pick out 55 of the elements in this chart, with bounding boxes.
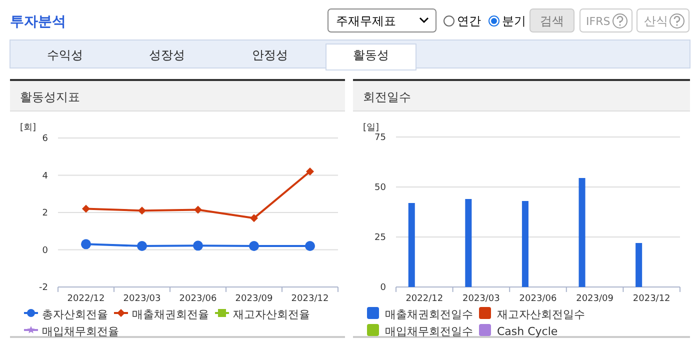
x-tick-label: 2023/03 bbox=[462, 294, 500, 304]
y-axis-title: [회] bbox=[20, 123, 36, 133]
chart-title: 활동성지표 bbox=[20, 90, 80, 104]
bar bbox=[636, 243, 642, 287]
y-tick-label: 0 bbox=[42, 246, 48, 256]
point bbox=[82, 204, 90, 213]
x-tick-label: 2023/12 bbox=[291, 294, 329, 304]
x-tick-label: 2023/03 bbox=[123, 294, 161, 304]
legend-item: 총자산회전율 bbox=[24, 308, 108, 321]
y-tick-label: 75 bbox=[374, 133, 386, 143]
point bbox=[193, 240, 203, 251]
bar bbox=[522, 201, 528, 287]
point bbox=[249, 241, 259, 252]
y-tick-label: 25 bbox=[374, 233, 386, 243]
x-tick-label: 2022/12 bbox=[406, 294, 444, 304]
legend-item: 재고자산회전일수 bbox=[479, 307, 585, 321]
point bbox=[194, 206, 202, 214]
legend-label: 매입채무회전율 bbox=[42, 325, 119, 338]
legend-label: Cash Cycle bbox=[497, 325, 558, 338]
point bbox=[305, 241, 315, 252]
point bbox=[306, 168, 314, 176]
page-header: 투자분석 주재무제표 연간 분기 검색 IFRS 산식 수익성 성장성 안정성 활동성 bbox=[10, 8, 690, 70]
x-tick-label: 2022/12 bbox=[67, 294, 105, 304]
legend-label: 재고자산회전일수 bbox=[497, 308, 585, 321]
y-tick-label: 6 bbox=[42, 134, 48, 144]
point bbox=[138, 206, 146, 215]
legend-item: 매입채무회전일수 bbox=[367, 324, 473, 338]
y-tick-label: 50 bbox=[374, 183, 386, 193]
legend-label: 재고자산회전율 bbox=[233, 308, 310, 321]
y-tick-label: 0 bbox=[380, 283, 386, 293]
point bbox=[137, 241, 147, 252]
y-tick-label: 4 bbox=[42, 171, 48, 182]
x-tick-label: 2023/12 bbox=[632, 294, 670, 304]
bar bbox=[408, 203, 415, 287]
bar bbox=[465, 199, 472, 287]
x-tick-label: 2023/06 bbox=[519, 294, 557, 304]
legend-item: 매출채권회전율 bbox=[114, 308, 209, 321]
point bbox=[250, 214, 258, 222]
legend-item: 재고자산회전율 bbox=[215, 308, 310, 321]
bar bbox=[578, 178, 586, 287]
legend-item: 매출채권회전일수 bbox=[367, 307, 473, 321]
point bbox=[81, 239, 91, 250]
y-axis-title: [일] bbox=[363, 123, 380, 133]
x-tick-label: 2023/09 bbox=[235, 294, 273, 304]
legend-label: 매출채권회전율 bbox=[132, 308, 209, 321]
x-tick-label: 2023/09 bbox=[576, 294, 614, 304]
legend-label: 총자산회전율 bbox=[42, 308, 108, 321]
legend-item: 매입채무회전율 bbox=[24, 325, 119, 338]
legend-label: 매출채권회전일수 bbox=[385, 308, 473, 321]
chart-title: 회전일수 bbox=[363, 90, 411, 104]
y-tick-label: -2 bbox=[39, 283, 48, 293]
x-tick-label: 2023/06 bbox=[179, 294, 217, 304]
legend-label: 매입채무회전일수 bbox=[385, 325, 473, 338]
legend-item: Cash Cycle bbox=[479, 324, 558, 338]
y-tick-label: 2 bbox=[42, 208, 48, 218]
